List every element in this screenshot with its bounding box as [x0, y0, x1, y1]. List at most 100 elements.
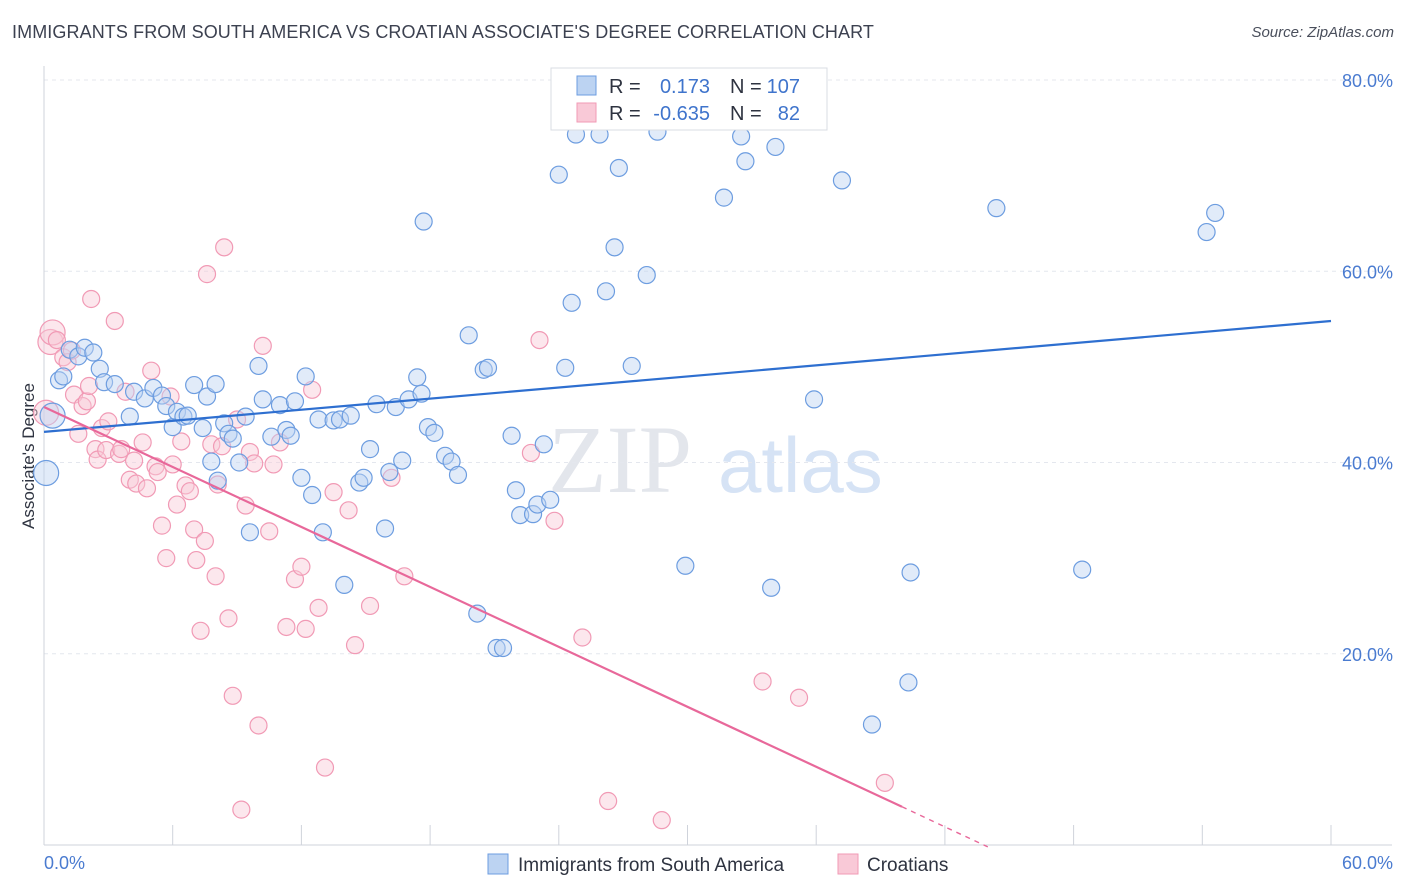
series-immigrants-south-america [33, 122, 1225, 734]
data-point [133, 433, 152, 452]
data-point [54, 367, 73, 386]
data-point [360, 596, 380, 616]
data-point [599, 791, 618, 811]
data-point [541, 490, 560, 509]
data-point [573, 628, 592, 647]
data-point [303, 485, 322, 505]
blue-r-value: 0.173 [660, 76, 710, 98]
data-point [75, 338, 94, 357]
data-point [270, 396, 290, 415]
data-point [309, 598, 328, 617]
data-point [324, 483, 343, 502]
data-point [33, 459, 60, 487]
data-point [676, 556, 695, 575]
data-point [208, 471, 227, 490]
bottom-legend: Immigrants from South America Croatians [487, 853, 948, 876]
data-point [324, 411, 343, 430]
data-point [193, 418, 212, 438]
data-point [523, 505, 543, 524]
data-point [142, 361, 161, 380]
data-point [223, 686, 242, 705]
data-point [296, 619, 315, 638]
data-point [180, 482, 199, 501]
y-tick-labels: 20.0% 40.0% 60.0% 80.0% [1342, 71, 1393, 665]
data-point [1197, 222, 1216, 242]
data-point [804, 390, 824, 409]
data-point [511, 505, 530, 525]
data-point [339, 501, 358, 520]
data-point [605, 238, 624, 257]
data-point [215, 238, 234, 257]
data-point [285, 392, 305, 411]
data-point [375, 519, 395, 538]
data-point [105, 374, 124, 394]
data-point [124, 451, 144, 470]
data-point [232, 800, 251, 819]
data-point [506, 481, 526, 500]
data-point [493, 638, 513, 658]
data-point [197, 387, 217, 406]
data-point [315, 758, 335, 777]
data-point [875, 773, 894, 792]
data-point [901, 563, 920, 582]
data-point [215, 414, 234, 433]
x-tick-label-min: 0.0% [44, 853, 85, 873]
data-point [264, 455, 283, 474]
data-point [448, 465, 468, 485]
data-point [47, 331, 66, 350]
data-point [236, 407, 255, 426]
stats-legend: R = 0.173 N = 107 R = -0.635 N = 82 [550, 67, 828, 131]
data-point [137, 479, 157, 498]
data-point [330, 410, 350, 429]
data-point [236, 496, 255, 515]
bottom-legend-pink-swatch [837, 853, 859, 875]
blue-r-label: R = [609, 76, 641, 98]
data-point [1206, 203, 1225, 223]
bottom-legend-pink-label: Croatians [867, 855, 948, 876]
x-tick-labels: 0.0% 60.0% [44, 853, 1393, 873]
data-point [609, 158, 628, 178]
data-point [240, 523, 260, 542]
data-point [191, 621, 210, 640]
data-point [832, 171, 852, 190]
stats-legend-box [550, 67, 828, 131]
data-point [260, 522, 279, 541]
trend-lines [43, 319, 1332, 848]
gridlines [44, 79, 1392, 655]
data-point [152, 386, 172, 405]
bottom-legend-blue-label: Immigrants from South America [518, 855, 785, 876]
data-point [556, 358, 575, 377]
data-point [105, 311, 124, 331]
data-point [313, 523, 332, 542]
trend-line-pink [43, 406, 903, 808]
data-point [178, 406, 197, 425]
data-point [622, 356, 641, 376]
data-point [187, 550, 206, 570]
data-point [262, 427, 281, 446]
data-point [185, 375, 204, 395]
data-point [206, 567, 225, 586]
blue-n-label: N = [730, 76, 762, 98]
data-point [393, 451, 412, 470]
data-point [341, 406, 360, 425]
blue-swatch [576, 75, 597, 96]
data-point [185, 520, 204, 539]
pink-r-label: R = [609, 103, 641, 125]
data-point [292, 468, 311, 487]
data-point [120, 407, 139, 426]
data-point [167, 495, 187, 514]
data-point [736, 152, 755, 171]
data-point [459, 326, 478, 345]
series-croatians [33, 238, 894, 830]
data-point [296, 367, 315, 386]
data-point [206, 374, 225, 394]
data-point [521, 443, 541, 463]
data-point [157, 396, 176, 416]
data-point [414, 212, 433, 231]
pink-swatch [576, 102, 597, 123]
data-point [39, 402, 66, 429]
blue-n-value: 107 [767, 76, 800, 98]
data-point [197, 265, 217, 284]
data-point [408, 368, 427, 387]
data-point [230, 453, 249, 472]
